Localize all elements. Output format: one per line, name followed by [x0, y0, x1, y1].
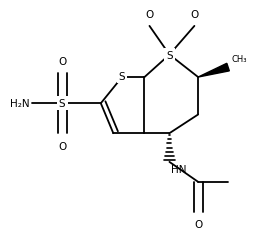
Text: H₂N: H₂N [10, 99, 29, 109]
Text: S: S [166, 50, 173, 60]
Polygon shape [198, 64, 229, 78]
Text: O: O [145, 10, 154, 20]
Text: S: S [119, 71, 125, 82]
Text: S: S [59, 99, 65, 109]
Text: O: O [58, 57, 66, 67]
Text: CH₃: CH₃ [232, 55, 247, 64]
Text: O: O [190, 10, 199, 20]
Text: O: O [58, 141, 66, 151]
Text: HN: HN [171, 165, 186, 175]
Text: O: O [194, 219, 202, 229]
